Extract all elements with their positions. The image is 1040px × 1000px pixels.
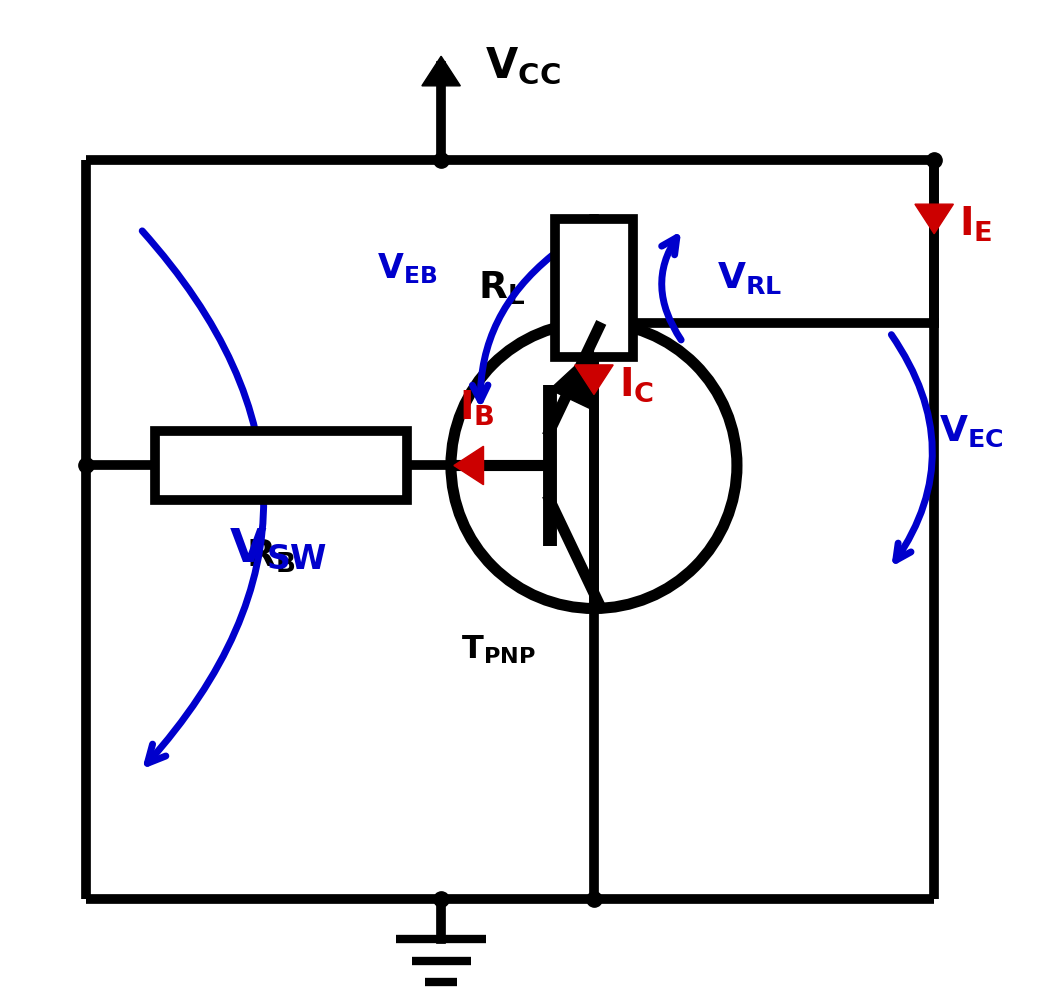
Text: $\mathbf{I_E}$: $\mathbf{I_E}$	[959, 204, 992, 244]
Text: $\mathbf{V_{EB}}$: $\mathbf{V_{EB}}$	[378, 251, 437, 286]
Text: $\mathbf{I_C}$: $\mathbf{I_C}$	[619, 365, 654, 404]
Bar	[554, 219, 633, 357]
Text: $\mathbf{V_{CC}}$: $\mathbf{V_{CC}}$	[486, 45, 561, 87]
Text: $\mathbf{V_{EC}}$: $\mathbf{V_{EC}}$	[939, 413, 1004, 449]
Text: $\mathbf{I_B}$: $\mathbf{I_B}$	[459, 389, 495, 428]
Text: $\mathbf{R_B}$: $\mathbf{R_B}$	[246, 537, 295, 575]
Polygon shape	[575, 365, 614, 394]
Text: $\mathbf{V_{SW}}$: $\mathbf{V_{SW}}$	[229, 527, 328, 572]
Text: $\mathbf{R_L}$: $\mathbf{R_L}$	[477, 269, 525, 307]
Polygon shape	[422, 56, 461, 86]
Polygon shape	[915, 204, 954, 234]
Polygon shape	[453, 446, 484, 485]
Bar	[155, 431, 407, 500]
Text: $\mathbf{T_{PNP}}$: $\mathbf{T_{PNP}}$	[461, 633, 536, 666]
Polygon shape	[550, 349, 594, 408]
Text: $\mathbf{V_{RL}}$: $\mathbf{V_{RL}}$	[718, 260, 782, 296]
